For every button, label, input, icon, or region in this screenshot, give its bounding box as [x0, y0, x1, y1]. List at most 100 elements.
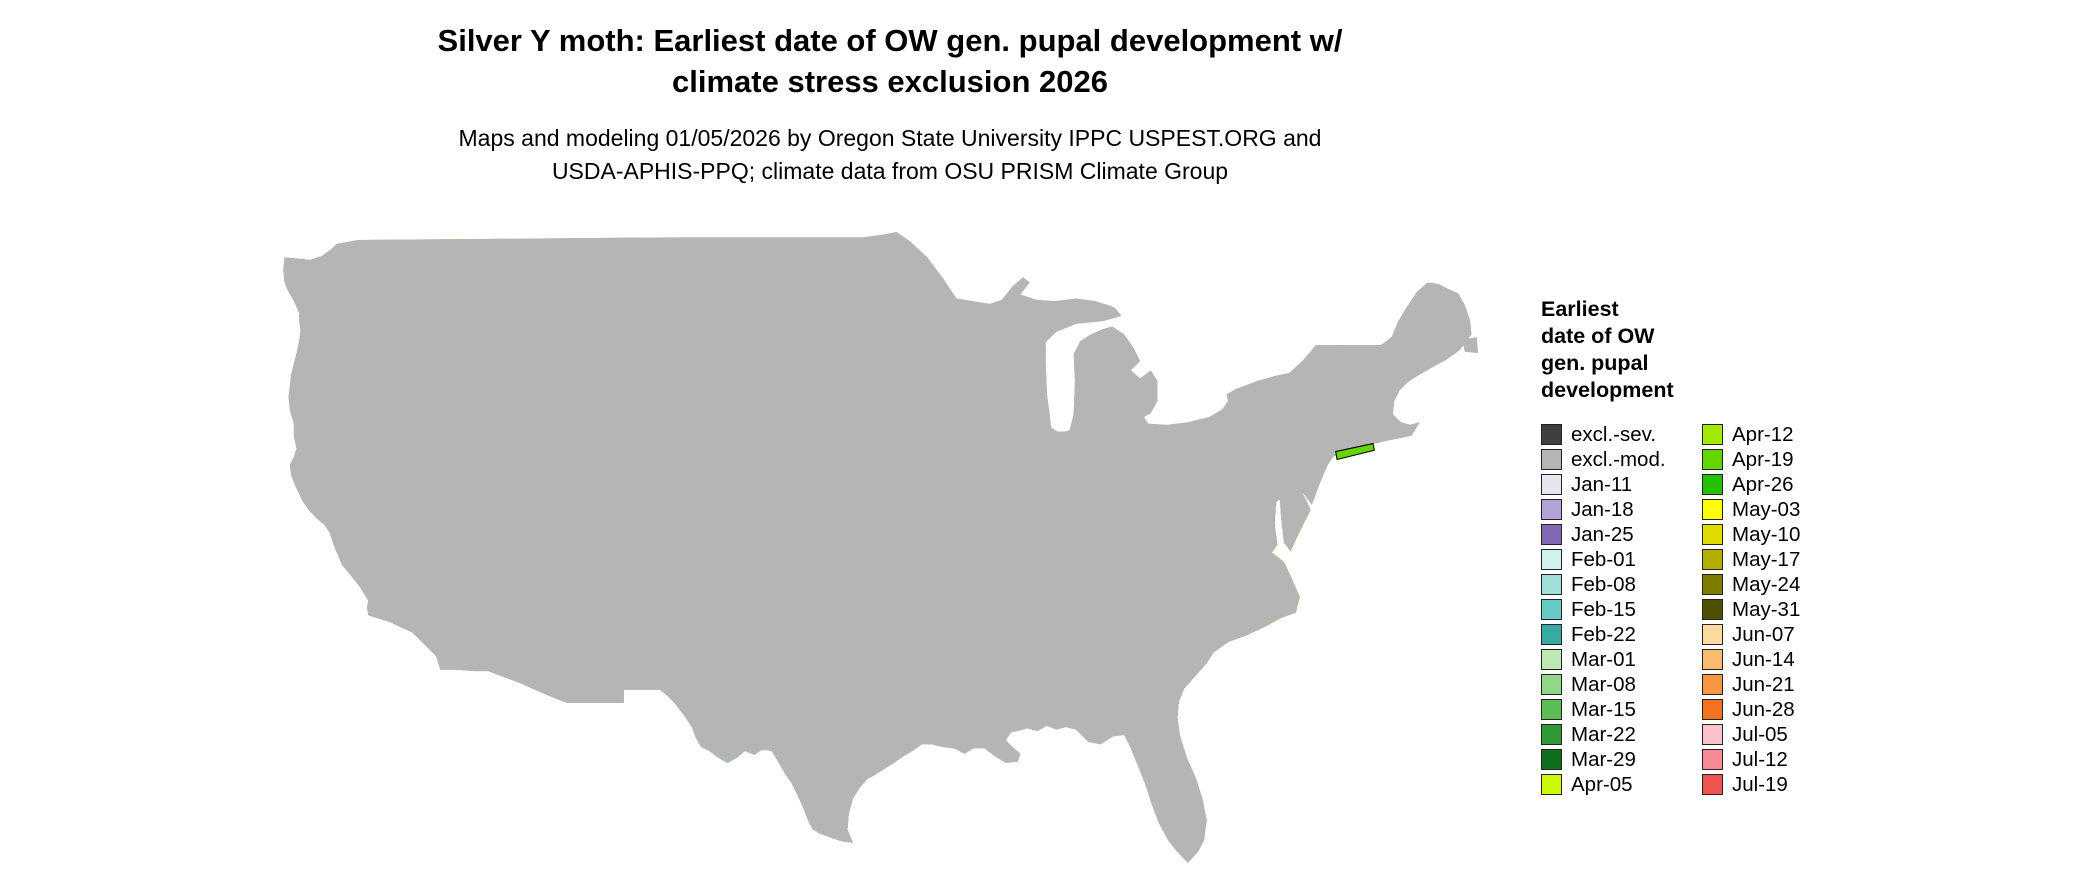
legend-item: Jun-14: [1702, 647, 1863, 672]
legend-swatch: [1541, 499, 1562, 520]
conus-outline-stroke: [282, 230, 1473, 864]
legend-label: Jul-12: [1732, 747, 1788, 771]
legend-label: excl.-sev.: [1571, 422, 1657, 446]
legend-swatch: [1541, 524, 1562, 545]
legend-swatch: [1541, 749, 1562, 770]
legend-label: Mar-29: [1571, 747, 1636, 771]
legend-label: Apr-26: [1732, 472, 1794, 496]
legend-title-line-4: development: [1541, 378, 1674, 402]
legend-swatch: [1541, 599, 1562, 620]
legend-swatch: [1541, 724, 1562, 745]
legend-label: Jun-14: [1732, 647, 1795, 671]
legend-swatch: [1702, 599, 1723, 620]
legend-item: Feb-22: [1541, 622, 1702, 647]
legend-item: Apr-19: [1702, 447, 1863, 472]
legend-label: Jun-07: [1732, 622, 1795, 646]
legend-swatch: [1702, 474, 1723, 495]
legend-swatch: [1541, 574, 1562, 595]
map-ne-land-fragment: [1462, 337, 1479, 354]
legend-label: Mar-01: [1571, 647, 1636, 671]
legend-item: Mar-01: [1541, 647, 1702, 672]
legend-item: excl.-mod.: [1541, 447, 1702, 472]
legend-item: May-24: [1702, 572, 1863, 597]
title-line-1: Silver Y moth: Earliest date of OW gen. …: [437, 23, 1343, 58]
legend-label: Apr-19: [1732, 447, 1794, 471]
legend-label: Mar-15: [1571, 697, 1636, 721]
legend-swatch: [1702, 649, 1723, 670]
legend-item: Apr-12: [1702, 422, 1863, 447]
legend-swatch: [1541, 774, 1562, 795]
legend-item: Feb-08: [1541, 572, 1702, 597]
legend-label: Feb-01: [1571, 547, 1636, 571]
legend-item: May-17: [1702, 547, 1863, 572]
legend-item: Apr-26: [1702, 472, 1863, 497]
legend-swatch: [1702, 674, 1723, 695]
legend-item: May-31: [1702, 597, 1863, 622]
legend-item: Mar-08: [1541, 672, 1702, 697]
us-map-svg: [282, 230, 1479, 864]
legend-swatch: [1541, 649, 1562, 670]
legend-title-line-2: date of OW: [1541, 324, 1655, 348]
legend-label: Jan-11: [1571, 472, 1633, 496]
legend-item: Jul-19: [1702, 772, 1863, 797]
legend-label: Jun-21: [1732, 672, 1795, 696]
legend-item: Mar-15: [1541, 697, 1702, 722]
legend-item: May-10: [1702, 522, 1863, 547]
legend-label: Apr-05: [1571, 772, 1633, 796]
us-map: [277, 228, 1483, 880]
legend-swatch: [1702, 524, 1723, 545]
legend-item: Mar-22: [1541, 722, 1702, 747]
title-line-2: climate stress exclusion 2026: [672, 64, 1108, 99]
legend-item: May-03: [1702, 497, 1863, 522]
legend-item: Jan-25: [1541, 522, 1702, 547]
legend-columns: excl.-sev. excl.-mod. Jan-11 Jan-18 Jan-…: [1541, 422, 1881, 797]
legend-column-2: Apr-12 Apr-19 Apr-26 May-03 May-10 May-1…: [1702, 422, 1863, 797]
legend-swatch: [1702, 499, 1723, 520]
legend-swatch: [1541, 699, 1562, 720]
legend-label: May-24: [1732, 572, 1801, 596]
legend-label: Mar-22: [1571, 722, 1636, 746]
legend-swatch: [1541, 449, 1562, 470]
legend-item: Mar-29: [1541, 747, 1702, 772]
legend-swatch: [1541, 474, 1562, 495]
legend-label: Mar-08: [1571, 672, 1636, 696]
map-long-island: [1335, 442, 1375, 461]
figure-subtitle: Maps and modeling 01/05/2026 by Oregon S…: [0, 122, 1780, 188]
figure-title: Silver Y moth: Earliest date of OW gen. …: [0, 20, 1780, 102]
legend-label: May-17: [1732, 547, 1801, 571]
legend-label: May-31: [1732, 597, 1801, 621]
legend-label: Apr-12: [1732, 422, 1794, 446]
legend-title: Earliest date of OW gen. pupal developme…: [1541, 296, 1881, 404]
legend-item: Jan-11: [1541, 472, 1702, 497]
subtitle-line-1: Maps and modeling 01/05/2026 by Oregon S…: [458, 125, 1322, 151]
legend-title-line-1: Earliest: [1541, 297, 1619, 321]
legend-swatch: [1541, 549, 1562, 570]
legend-swatch: [1702, 624, 1723, 645]
legend-swatch: [1702, 549, 1723, 570]
legend-label: excl.-mod.: [1571, 447, 1666, 471]
legend-item: Jun-21: [1702, 672, 1863, 697]
legend-title-line-3: gen. pupal: [1541, 351, 1649, 375]
legend-item: Jul-05: [1702, 722, 1863, 747]
legend-column-1: excl.-sev. excl.-mod. Jan-11 Jan-18 Jan-…: [1541, 422, 1702, 797]
legend-label: Jul-19: [1732, 772, 1788, 796]
legend-label: Feb-15: [1571, 597, 1636, 621]
legend-swatch: [1702, 724, 1723, 745]
legend-item: Feb-15: [1541, 597, 1702, 622]
legend-label: Jan-25: [1571, 522, 1634, 546]
legend-item: Jun-28: [1702, 697, 1863, 722]
legend-label: Jul-05: [1732, 722, 1788, 746]
legend-swatch: [1702, 449, 1723, 470]
legend-label: Feb-08: [1571, 572, 1636, 596]
legend-item: Jun-07: [1702, 622, 1863, 647]
legend-item: Jan-18: [1541, 497, 1702, 522]
legend-swatch: [1541, 624, 1562, 645]
legend-swatch: [1702, 774, 1723, 795]
legend-item: Apr-05: [1541, 772, 1702, 797]
legend-swatch: [1541, 424, 1562, 445]
legend-swatch: [1702, 574, 1723, 595]
legend-item: Jul-12: [1702, 747, 1863, 772]
legend-swatch: [1702, 749, 1723, 770]
legend-swatch: [1702, 699, 1723, 720]
